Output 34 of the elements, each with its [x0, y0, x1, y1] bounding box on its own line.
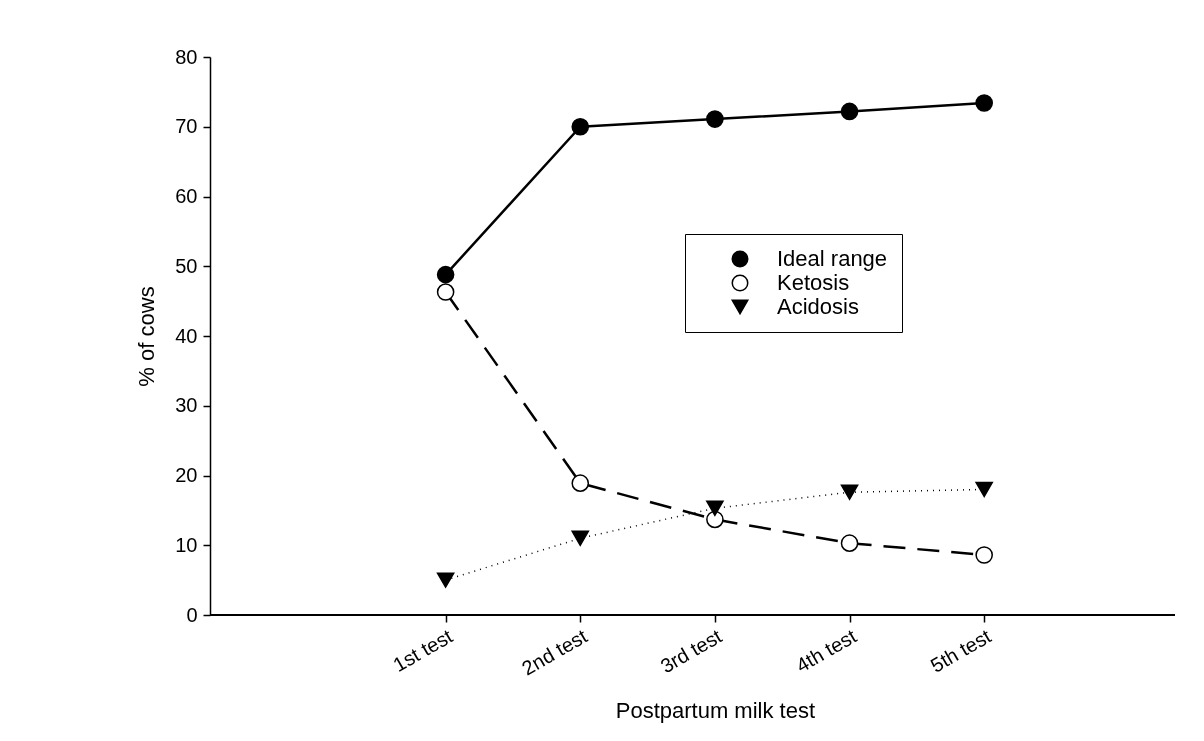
y-tick-label: 30: [175, 394, 198, 417]
point: [975, 546, 993, 564]
y-tick-label: 10: [175, 533, 198, 556]
x-axis-title: Postpartum milk test: [615, 698, 816, 724]
point: [706, 510, 724, 529]
y-tick-label: 0: [186, 603, 198, 626]
point: [706, 110, 724, 128]
legend-label: Ideal range: [777, 246, 888, 271]
point: [436, 283, 455, 301]
point: [840, 534, 859, 552]
y-tick-label: 20: [175, 464, 198, 486]
x-tick-label: 5th test: [926, 624, 996, 677]
x-tick-label: 2nd test: [518, 624, 592, 680]
point: [571, 530, 590, 547]
point: [571, 474, 590, 492]
x-tick-label: 4th test: [792, 624, 861, 677]
legend-label: Ketosis: [777, 270, 850, 295]
x-tick-label: 1st test: [389, 624, 457, 677]
y-axis-title: % of cows: [134, 286, 160, 387]
point: [975, 481, 993, 498]
point: [436, 265, 455, 284]
y-tick-label: 70: [175, 115, 198, 138]
legend-label: Acidosis: [777, 294, 859, 319]
point: [571, 117, 590, 136]
y-tick-label: 60: [175, 185, 198, 207]
x-tick-label: 3rd test: [656, 624, 726, 678]
point: [840, 484, 859, 500]
point: [436, 572, 455, 588]
point: [840, 102, 859, 121]
point: [706, 500, 724, 517]
y-tick-label: 50: [175, 254, 198, 277]
y-tick-label: 40: [175, 324, 198, 347]
point: [975, 94, 993, 112]
y-tick-label: 80: [175, 45, 198, 68]
